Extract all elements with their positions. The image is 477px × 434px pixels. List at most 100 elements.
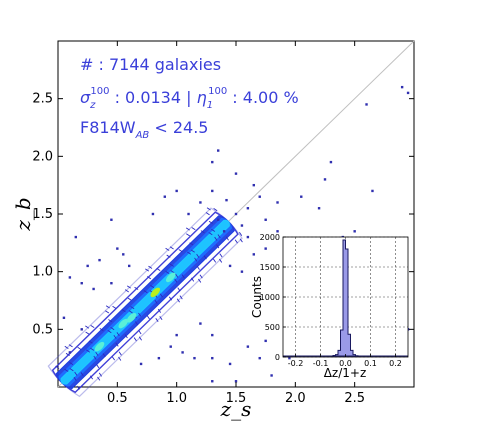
outlier-point: [193, 356, 196, 360]
outlier-point: [264, 339, 267, 343]
outlier-point: [175, 333, 178, 337]
outlier-point: [181, 351, 184, 354]
outlier-point: [240, 270, 244, 273]
sigma-sub: z: [89, 100, 96, 111]
contour-texture: [55, 207, 243, 390]
outlier-point: [246, 345, 250, 348]
outlier-point: [163, 195, 166, 198]
outlier-point: [98, 258, 101, 262]
y-tick-label: 0.5: [32, 322, 53, 337]
outlier-point: [276, 201, 279, 204]
inset-y-tick-label: 500: [265, 323, 280, 332]
outlier-point: [74, 235, 77, 239]
outlier-point: [228, 264, 232, 268]
outlier-point: [276, 230, 279, 233]
outlier-point: [246, 235, 250, 239]
outlier-point: [199, 322, 202, 325]
density-peak: [118, 318, 129, 329]
outlier-point: [353, 230, 356, 233]
hist-bar: [350, 350, 353, 357]
outlier-point: [122, 253, 125, 256]
galaxy-count-annotation: # : 7144 galaxies: [80, 55, 221, 74]
x-tick-label: 2.0: [285, 391, 306, 406]
density-peak: [165, 272, 176, 283]
outlier-point: [68, 276, 72, 279]
inset-y-tick-label: 1000: [260, 293, 280, 302]
hist-outline: [332, 239, 359, 357]
outlier-point: [228, 362, 232, 366]
outlier-point: [110, 218, 113, 221]
outlier-point: [258, 356, 261, 360]
x-tick-label: 1.0: [166, 391, 187, 406]
outlier-point: [288, 356, 291, 360]
outlier-point: [365, 103, 368, 106]
sigma-symbol: σ: [80, 88, 91, 107]
inset-xlabel: Δz/1+z: [324, 366, 367, 380]
outlier-point: [240, 224, 244, 227]
outlier-point: [323, 178, 327, 181]
main-xlabel: z_s: [220, 397, 252, 421]
inset-x-tick-label: -0.1: [313, 359, 329, 368]
outlier-point: [252, 183, 255, 187]
y-tick-label: 1.5: [32, 207, 53, 222]
outlier-point: [371, 189, 374, 193]
main-data-layer: [47, 40, 415, 398]
outlier-point: [222, 230, 226, 233]
outlier-point: [329, 160, 333, 164]
hist-bar: [345, 249, 348, 357]
eta-value: : 4.00 %: [227, 88, 298, 107]
outlier-point: [264, 247, 267, 250]
sigma-sup: 100: [90, 86, 109, 97]
main-ylabel: z_b: [11, 197, 35, 231]
sigma-eta-annotation: σz 100 : 0.0134 | η1 100 : 4.00 %: [80, 86, 299, 111]
outlier-point: [234, 172, 238, 175]
mag-band: F814W: [80, 118, 136, 137]
inset-ylabel: Counts: [250, 276, 264, 318]
density-peak: [94, 341, 105, 352]
magnitude-cut-annotation: F814WAB < 24.5: [80, 118, 208, 141]
outlier-point: [300, 195, 303, 198]
outlier-point: [92, 287, 95, 291]
outlier-point: [62, 316, 66, 319]
outlier-point: [139, 362, 143, 366]
x-tick-label: 2.5: [344, 391, 365, 406]
inset-y-tick-label: 0: [275, 353, 280, 362]
density-peak: [150, 287, 161, 298]
inset-x-tick-label: 0.0: [339, 359, 352, 368]
hist-bar: [343, 240, 346, 357]
outlier-point: [211, 189, 214, 193]
outlier-point: [234, 212, 238, 216]
outlier-point: [169, 345, 172, 348]
outlier-point: [211, 333, 214, 337]
inset-x-tick-label: -0.2: [288, 359, 304, 368]
outlier-point: [211, 356, 214, 360]
outlier-point: [317, 207, 321, 210]
inset-x-tick-label: 0.1: [364, 359, 377, 368]
outlier-point: [400, 85, 404, 89]
outlier-point: [80, 328, 83, 331]
hist-bar: [338, 350, 341, 357]
mag-sub: AB: [135, 130, 150, 141]
outlier-point: [252, 253, 255, 256]
inset-y-tick-label: 2000: [260, 233, 280, 242]
outlier-point: [199, 201, 202, 204]
eta-symbol: η: [197, 88, 207, 107]
outlier-point: [264, 218, 267, 221]
inset-x-tick-label: 0.2: [389, 359, 402, 368]
eta-sub: 1: [207, 100, 213, 111]
outlier-point: [187, 212, 190, 216]
outlier-point: [151, 212, 155, 216]
outlier-point: [175, 189, 178, 193]
hist-bar: [348, 334, 351, 357]
outlier-point: [211, 160, 214, 164]
outlier-point: [258, 195, 261, 198]
inset-y-tick-label: 1500: [260, 263, 280, 272]
outlier-point: [80, 282, 83, 285]
mag-limit: < 24.5: [149, 118, 208, 137]
y-tick-label: 2.5: [32, 92, 53, 107]
outlier-point: [234, 380, 238, 383]
main-axes: 0.5 1.0 1.5 2.0 2.5 0.5 1.0 1.5 2.0 2.5: [32, 41, 414, 406]
density-peak: [126, 313, 137, 323]
outlier-point: [211, 380, 214, 383]
